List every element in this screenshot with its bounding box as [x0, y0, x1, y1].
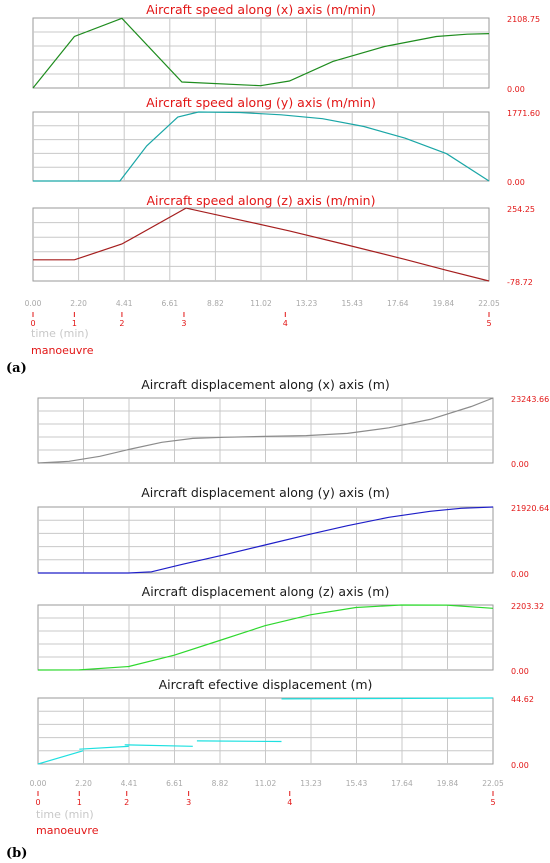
- manoeuvre-label: 2: [119, 319, 124, 328]
- chart-1: Aircraft speed along (x) axis (m/min) 210…: [32, 2, 540, 94]
- chart-6: Aircraft displacement along (z) axis (m)…: [37, 584, 544, 676]
- chart-title: Aircraft displacement along (y) axis (m): [141, 485, 390, 500]
- manoeuvre-label: 4: [283, 319, 288, 328]
- series-line: [37, 604, 494, 671]
- x-tick-label: 19.84: [437, 779, 459, 788]
- x-tick-label: 13.23: [300, 779, 322, 788]
- time-axis-b: 0.00 2.20 4.41 6.61 8.82 11.02 13.23 15.43 17.64…: [30, 779, 504, 837]
- x-tick-label: 4.41: [121, 779, 138, 788]
- chart-title: Aircraft speed along (y) axis (m/min): [146, 95, 376, 110]
- y-min-label: -78.72: [507, 278, 533, 287]
- manoeuvre-label: 1: [72, 319, 77, 328]
- manoeuvre-label: 1: [77, 798, 82, 807]
- y-max-label: 254.25: [507, 205, 535, 214]
- x-tick-label: 4.41: [116, 299, 133, 308]
- manoeuvre-label: 2: [124, 798, 129, 807]
- series-line: [38, 506, 494, 574]
- chart-title: Aircraft displacement along (x) axis (m): [141, 377, 390, 392]
- chart-5: Aircraft displacement along (y) axis (m)…: [37, 485, 549, 579]
- manoeuvre-axis-title: manoeuvre: [36, 824, 99, 837]
- x-tick-label: 11.02: [250, 299, 272, 308]
- x-tick-label: 19.84: [433, 299, 455, 308]
- y-max-label: 44.62: [511, 695, 534, 704]
- time-axis-title: time (min): [31, 327, 89, 340]
- x-tick-label: 22.05: [478, 299, 500, 308]
- x-tick-label: 15.43: [346, 779, 368, 788]
- x-tick-label: 6.61: [161, 299, 178, 308]
- x-tick-label: 0.00: [30, 779, 47, 788]
- chart-title: Aircraft displacement along (z) axis (m): [142, 584, 390, 599]
- y-max-label: 21920.64: [511, 504, 549, 513]
- time-axis-title: time (min): [36, 808, 94, 821]
- y-max-label: 2108.75: [507, 15, 540, 24]
- chart-3: Aircraft speed along (z) axis (m/min) 254…: [32, 193, 535, 287]
- time-axis-a: 0.00 2.20 4.41 6.61 8.82 11.02 13.23 15.43 17.64…: [25, 299, 500, 357]
- x-tick-label: 15.43: [341, 299, 363, 308]
- x-tick-label: 17.64: [387, 299, 409, 308]
- x-tick-label: 8.82: [212, 779, 229, 788]
- y-min-label: 0.00: [511, 570, 529, 579]
- chart-7: Aircraft efective displacement (m) 44.62 0…: [37, 677, 534, 770]
- panel-label-b: (b): [6, 846, 27, 861]
- series-line: [33, 111, 490, 182]
- chart-title: Aircraft efective displacement (m): [159, 677, 373, 692]
- y-max-label: 2203.32: [511, 602, 544, 611]
- y-max-label: 23243.66: [511, 395, 549, 404]
- x-tick-label: 2.20: [75, 779, 92, 788]
- y-min-label: 0.00: [507, 85, 525, 94]
- x-tick-label: 11.02: [255, 779, 277, 788]
- series-line: [33, 207, 490, 282]
- y-min-label: 0.00: [511, 460, 529, 469]
- series-line: [37, 397, 494, 464]
- manoeuvre-label: 0: [35, 798, 40, 807]
- chart-4: Aircraft displacement along (x) axis (m)…: [37, 377, 549, 469]
- series-segment-1: [37, 750, 84, 765]
- x-tick-label: 6.61: [166, 779, 183, 788]
- y-min-label: 0.00: [507, 178, 525, 187]
- manoeuvre-label: 5: [486, 319, 491, 328]
- x-tick-label: 8.82: [207, 299, 224, 308]
- series-segment-3: [124, 744, 193, 747]
- series-segment-5: [281, 697, 494, 700]
- manoeuvre-label: 3: [186, 798, 191, 807]
- panel-label-a: (a): [6, 361, 27, 376]
- chart-2: Aircraft speed along (y) axis (m/min) 177…: [32, 95, 540, 187]
- chart-title: Aircraft speed along (z) axis (m/min): [147, 193, 376, 208]
- y-min-label: 0.00: [511, 761, 529, 770]
- manoeuvre-label: 5: [490, 798, 495, 807]
- manoeuvre-label: 3: [181, 319, 186, 328]
- chart-title: Aircraft speed along (x) axis (m/min): [146, 2, 376, 17]
- x-tick-label: 2.20: [70, 299, 87, 308]
- y-max-label: 1771.60: [507, 109, 540, 118]
- x-tick-label: 17.64: [391, 779, 413, 788]
- x-tick-label: 0.00: [25, 299, 42, 308]
- series-segment-4: [196, 740, 282, 743]
- manoeuvre-label: 4: [287, 798, 292, 807]
- manoeuvre-axis-title: manoeuvre: [31, 344, 94, 357]
- series-line: [32, 17, 490, 89]
- manoeuvre-label: 0: [30, 319, 35, 328]
- y-min-label: 0.00: [511, 667, 529, 676]
- series-segment-2: [79, 745, 129, 750]
- x-tick-label: 13.23: [296, 299, 318, 308]
- x-tick-label: 22.05: [482, 779, 504, 788]
